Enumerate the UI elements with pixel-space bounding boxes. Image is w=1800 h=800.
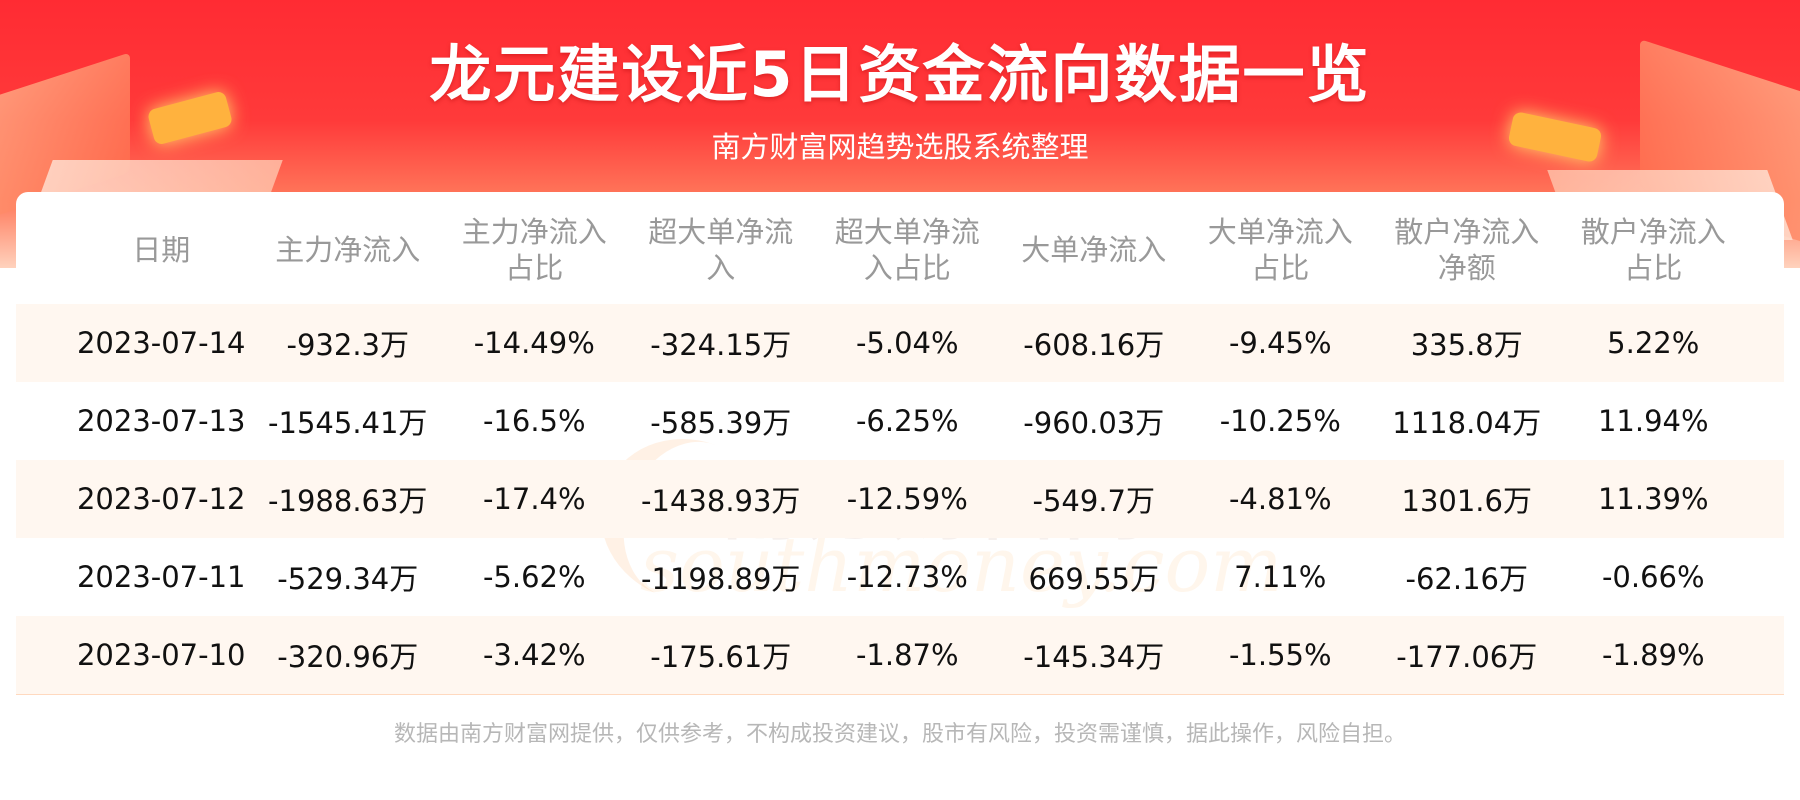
column-header: 大单净流入 占比 <box>1207 215 1353 285</box>
column-header: 散户净流入 占比 <box>1580 215 1726 285</box>
date-cell: 2023-07-14 <box>76 326 246 360</box>
table-card <box>16 192 1784 692</box>
value-cell: 11.94% <box>1597 404 1709 438</box>
date-cell: 2023-07-12 <box>76 482 246 516</box>
column-header: 散户净流入 净额 <box>1394 215 1540 285</box>
value-cell: -960.03万 <box>1023 406 1165 440</box>
value-cell: -16.5% <box>482 404 586 438</box>
value-cell: 11.39% <box>1597 482 1709 516</box>
value-cell: -10.25% <box>1219 404 1341 438</box>
value-cell: -608.16万 <box>1023 328 1165 362</box>
disclaimer-text: 数据由南方财富网提供，仅供参考，不构成投资建议，股市有风险，投资需谨慎，据此操作… <box>393 722 1406 747</box>
date-cell: 2023-07-10 <box>76 638 246 672</box>
value-cell: -549.7万 <box>1032 484 1156 518</box>
table-row: 2023-07-11 -529.34万 -5.62% -1198.89万 -12.73%… <box>16 538 1784 616</box>
value-cell: 1118.04万 <box>1392 406 1542 440</box>
table-row: 2023-07-10 -320.96万 -3.42% -175.61万 -1.87% -1… <box>16 616 1784 694</box>
value-cell: 335.8万 <box>1410 328 1523 362</box>
table-row: 2023-07-13 -1545.41万 -16.5% -585.39万 -6.25% -… <box>16 382 1784 460</box>
value-cell: -320.96万 <box>277 640 419 674</box>
value-cell: -1198.89万 <box>641 562 801 596</box>
column-header: 大单净流入 <box>1021 233 1167 267</box>
table-row: 2023-07-12 -1988.63万 -17.4% -1438.93万 -12.59… <box>16 460 1784 538</box>
value-cell: -175.61万 <box>650 640 792 674</box>
value-cell: -4.81% <box>1228 482 1332 516</box>
page-title: 龙元建设近5日资金流向数据一览 <box>429 38 1371 111</box>
value-cell: -3.42% <box>482 638 586 672</box>
value-cell: -1.55% <box>1228 638 1332 672</box>
value-cell: -14.49% <box>473 326 595 360</box>
value-cell: -932.3万 <box>286 328 410 362</box>
value-cell: -5.62% <box>482 560 586 594</box>
value-cell: -12.59% <box>846 482 968 516</box>
value-cell: -17.4% <box>482 482 586 516</box>
value-cell: -145.34万 <box>1023 640 1165 674</box>
value-cell: 669.55万 <box>1028 562 1159 596</box>
value-cell: -6.25% <box>855 404 959 438</box>
value-cell: -9.45% <box>1228 326 1332 360</box>
value-cell: -1438.93万 <box>641 484 801 518</box>
value-cell: -5.04% <box>855 326 959 360</box>
value-cell: 1301.6万 <box>1401 484 1532 518</box>
column-header: 主力净流入 <box>275 233 421 267</box>
value-cell: -62.16万 <box>1405 562 1529 596</box>
column-header: 超大单净流入 <box>648 215 794 285</box>
value-cell: -1988.63万 <box>268 484 428 518</box>
value-cell: -1545.41万 <box>268 406 428 440</box>
value-cell: 5.22% <box>1607 326 1700 360</box>
value-cell: -12.73% <box>846 560 968 594</box>
table-header-row: 日期 主力净流入 主力净流入 占比 超大单净流入超大单净流 入占比 大单净流入 大单净流入 占比… <box>16 196 1784 304</box>
value-cell: -585.39万 <box>650 406 792 440</box>
date-cell: 2023-07-11 <box>76 560 246 594</box>
value-cell: -0.66% <box>1601 560 1705 594</box>
column-header: 主力净流入 占比 <box>461 215 607 285</box>
table-row: 2023-07-14 -932.3万 -14.49% -324.15万 -5.04% -6… <box>16 304 1784 382</box>
value-cell: -529.34万 <box>277 562 419 596</box>
column-header: 超大单净流 入占比 <box>834 215 980 285</box>
page-subtitle: 南方财富网趋势选股系统整理 <box>711 130 1089 164</box>
date-cell: 2023-07-13 <box>76 404 246 438</box>
value-cell: -177.06万 <box>1396 640 1538 674</box>
value-cell: -1.87% <box>855 638 959 672</box>
column-header: 日期 <box>132 233 191 267</box>
value-cell: -1.89% <box>1601 638 1705 672</box>
value-cell: -324.15万 <box>650 328 792 362</box>
footer-divider <box>16 694 1784 695</box>
value-cell: 7.11% <box>1234 560 1327 594</box>
